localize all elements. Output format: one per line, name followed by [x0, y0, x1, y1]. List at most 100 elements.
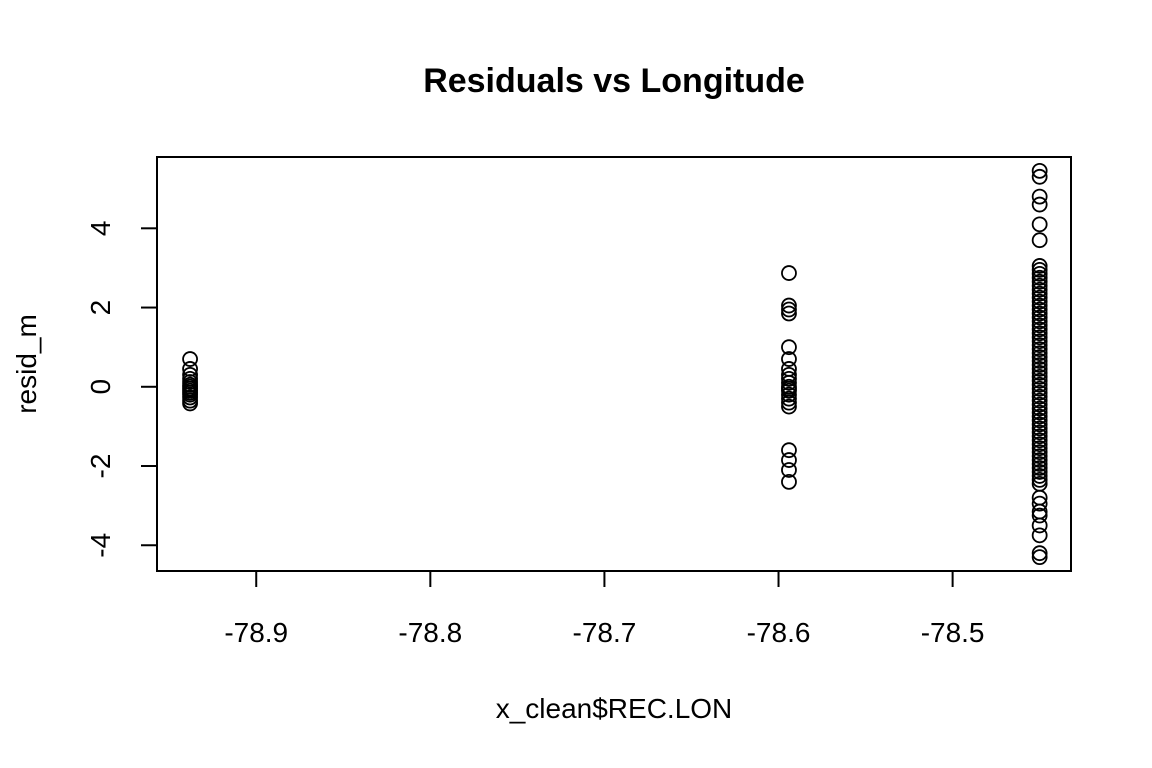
data-point [1031, 265, 1048, 282]
y-tick-label: -2 [85, 454, 116, 479]
data-points [182, 162, 1048, 566]
data-point [1031, 258, 1048, 274]
data-point [1031, 365, 1048, 381]
data-point [1031, 456, 1048, 472]
data-point [1031, 440, 1048, 457]
data-point [1031, 325, 1048, 342]
data-point [1031, 452, 1048, 468]
data-point [1031, 297, 1048, 314]
data-point [1031, 545, 1048, 562]
data-point [1031, 341, 1048, 358]
data-point [1031, 368, 1048, 385]
data-point [781, 394, 797, 411]
data-point [1031, 329, 1048, 346]
data-point [1031, 281, 1048, 298]
data-point [182, 395, 198, 412]
data-point [1031, 404, 1048, 421]
data-point [1031, 495, 1048, 512]
x-tick-label: -78.8 [398, 617, 462, 648]
data-point [182, 351, 198, 367]
data-point [781, 452, 797, 468]
data-point [1031, 216, 1048, 233]
data-point [1031, 424, 1048, 441]
data-point [1031, 168, 1048, 185]
data-point [1031, 400, 1048, 417]
data-point [1031, 345, 1048, 362]
data-point [1031, 428, 1048, 445]
data-point [1031, 392, 1048, 409]
chart-title: Residuals vs Longitude [423, 62, 805, 100]
data-point [1031, 416, 1048, 433]
data-point [1031, 333, 1048, 350]
data-point [781, 370, 797, 387]
data-point [1031, 412, 1048, 429]
data-point [781, 339, 797, 356]
data-point [1031, 408, 1048, 425]
data-point [1031, 196, 1048, 213]
y-tick-label: -4 [85, 533, 116, 558]
data-point [1031, 301, 1048, 318]
data-point [1031, 549, 1048, 566]
data-point [1031, 293, 1048, 310]
data-point [1031, 337, 1048, 354]
data-point [1031, 444, 1048, 461]
data-point [1031, 372, 1048, 389]
data-point [1031, 162, 1048, 179]
data-point [1031, 448, 1048, 465]
data-point [1031, 353, 1048, 369]
data-point [1031, 277, 1048, 294]
data-point [1031, 460, 1048, 476]
data-point [1031, 468, 1048, 484]
data-point [1031, 357, 1048, 373]
data-point [1031, 285, 1048, 302]
data-point [781, 265, 797, 281]
data-point [781, 297, 797, 314]
data-point [781, 301, 797, 318]
data-point [781, 351, 797, 367]
y-tick-label: 2 [85, 300, 116, 316]
data-point [1031, 471, 1048, 488]
x-axis: -78.9 -78.8 -78.7 -78.6 -78.5 [224, 570, 985, 648]
data-point [781, 442, 797, 459]
data-point [1031, 317, 1048, 334]
plot-frame [156, 156, 1072, 572]
data-point [1031, 388, 1048, 405]
data-point [781, 473, 797, 490]
y-tick-label: 0 [85, 379, 116, 395]
y-tick-label: 4 [85, 221, 116, 237]
x-tick-label: -78.6 [747, 617, 811, 648]
data-point [781, 382, 797, 399]
data-point [781, 398, 797, 415]
x-tick-label: -78.9 [224, 617, 288, 648]
data-point [1031, 305, 1048, 322]
data-point [1031, 188, 1048, 205]
data-point [1031, 507, 1048, 524]
data-point [781, 305, 797, 322]
data-point [1031, 269, 1048, 286]
y-axis: -4 -2 0 2 4 [85, 221, 158, 558]
data-point [1031, 232, 1048, 249]
data-point [781, 390, 797, 407]
data-point [182, 361, 198, 377]
data-point [1031, 376, 1048, 393]
data-point [1031, 517, 1048, 534]
data-point [1031, 432, 1048, 449]
data-point [1031, 384, 1048, 401]
data-point [1031, 349, 1048, 365]
x-tick-label: -78.7 [573, 617, 637, 648]
data-point [781, 462, 797, 478]
data-point [1031, 313, 1048, 330]
data-point [1031, 289, 1048, 306]
x-axis-label: x_clean$REC.LON [496, 693, 733, 724]
data-point [1031, 464, 1048, 480]
data-point [781, 374, 797, 391]
data-point [1031, 262, 1048, 278]
data-point [1031, 273, 1048, 290]
data-point [781, 386, 797, 403]
data-point [1031, 396, 1048, 413]
data-point [1031, 380, 1048, 397]
data-point [1031, 361, 1048, 377]
data-point [1031, 527, 1048, 544]
data-point [1031, 309, 1048, 326]
